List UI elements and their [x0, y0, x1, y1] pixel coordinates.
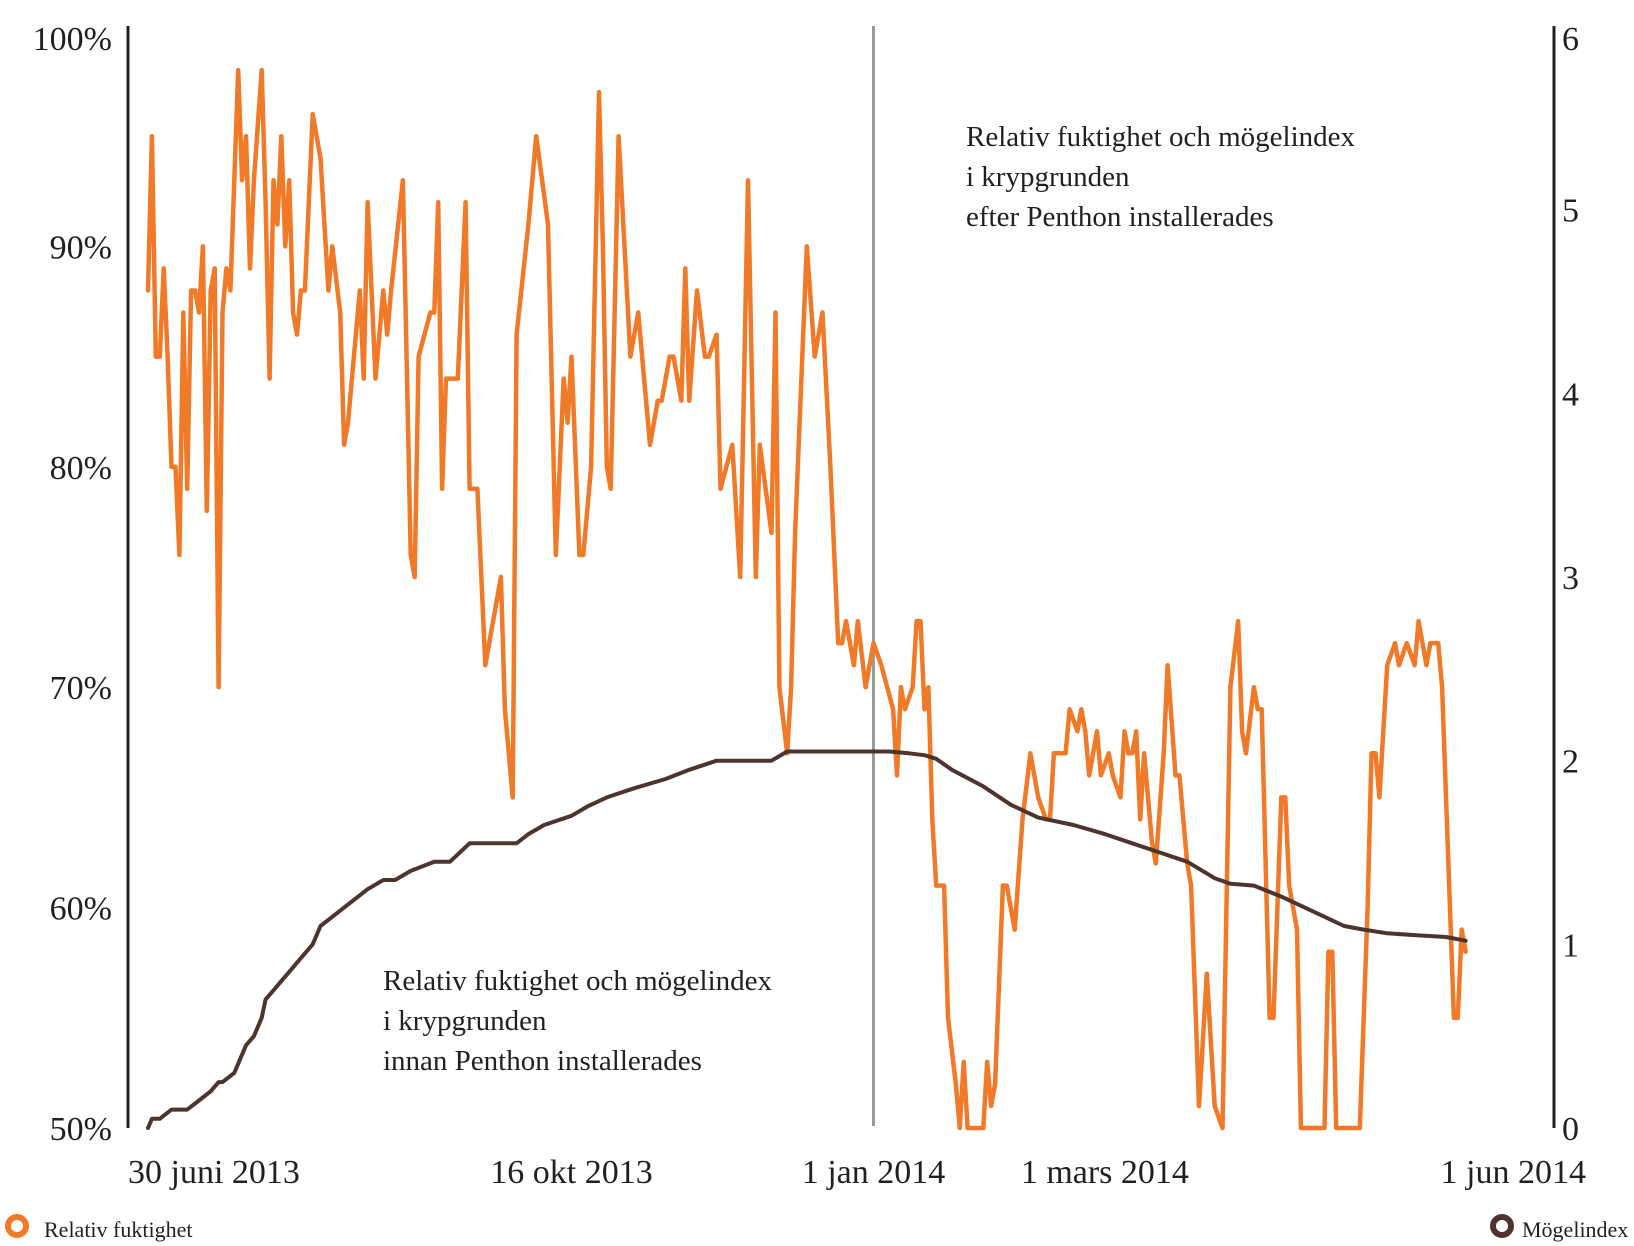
y-right-tick-label: 2: [1562, 744, 1579, 781]
legend-label-mogelindex: Mögelindex: [1522, 1217, 1628, 1242]
legend-label-relativ-fuktighet: Relativ fuktighet: [44, 1217, 192, 1242]
y-right-tick-label: 6: [1562, 21, 1579, 58]
y-left-tick-label: 60%: [50, 891, 112, 928]
legend-marker-relativ-fuktighet: [5, 1214, 29, 1238]
y-left-tick-label: 100%: [33, 21, 112, 58]
annotation-after-line-1: Relativ fuktighet och mögelindex: [966, 121, 1355, 153]
annotation-before-line-3: innan Penthon installerades: [383, 1045, 702, 1077]
x-tick-label: 30 juni 2013: [128, 1154, 300, 1191]
annotation-after-line-2: i krypgrunden: [966, 161, 1130, 193]
y-left-tick-label: 70%: [50, 670, 112, 707]
y-right-tick-label: 3: [1562, 560, 1579, 597]
left-axis-ticks: 50% 60% 70% 80% 90% 100%: [33, 21, 112, 1148]
annotation-before: Relativ fuktighet och mögelindex i krypg…: [383, 965, 779, 1077]
y-right-tick-label: 0: [1562, 1111, 1579, 1148]
series-line-mogelindex: [146, 749, 1468, 1130]
y-right-tick-label: 1: [1562, 927, 1579, 964]
legend-marker-mogelindex: [1490, 1214, 1514, 1238]
x-tick-label: 1 jan 2014: [802, 1154, 946, 1191]
x-tick-label: 16 okt 2013: [490, 1154, 652, 1191]
legend: Relativ fuktighet Mögelindex: [5, 1214, 1628, 1242]
y-right-tick-label: 4: [1562, 376, 1579, 413]
right-axis-ticks: 0 1 2 3 4 5 6: [1562, 21, 1579, 1148]
x-axis-ticks: 30 juni 2013 16 okt 2013 1 jan 2014 1 mars …: [128, 1154, 1586, 1191]
annotation-before-line-1: Relativ fuktighet och mögelindex: [383, 965, 772, 997]
y-right-tick-label: 5: [1562, 193, 1579, 230]
y-left-tick-label: 90%: [50, 229, 112, 266]
x-tick-label: 1 mars 2014: [1021, 1154, 1189, 1191]
annotation-after: Relativ fuktighet och mögelindex i krypg…: [966, 121, 1362, 233]
x-tick-label: 1 jun 2014: [1441, 1154, 1586, 1191]
y-left-tick-label: 50%: [50, 1111, 112, 1148]
y-left-tick-label: 80%: [50, 450, 112, 487]
annotation-before-line-2: i krypgrunden: [383, 1005, 547, 1037]
annotation-after-line-3: efter Penthon installerades: [966, 201, 1274, 233]
